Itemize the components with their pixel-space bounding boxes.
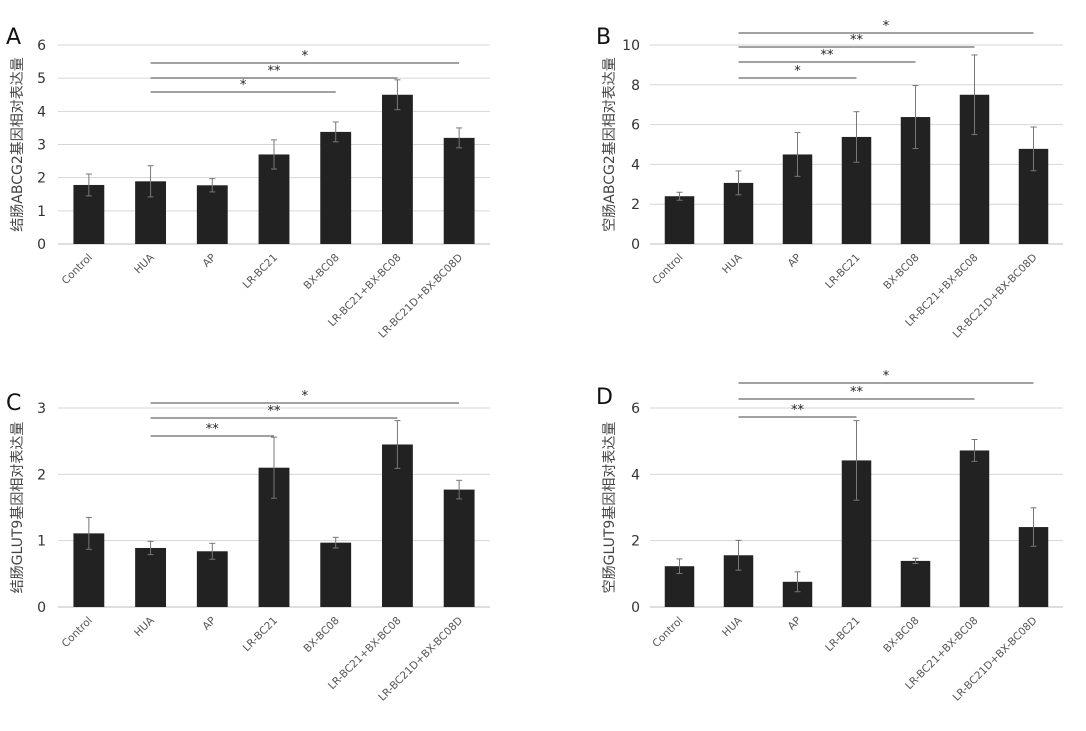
- y-tick-label: 1: [37, 204, 46, 220]
- bar: [196, 551, 228, 607]
- panel-letter: C: [6, 391, 21, 416]
- panel-letter: D: [596, 385, 613, 410]
- y-tick-label: 4: [631, 157, 640, 173]
- y-axis-label: 结肠GLUT9基因相对表达量: [9, 422, 26, 594]
- x-tick-label: AP: [786, 615, 804, 633]
- x-tick-label: AP: [786, 252, 804, 270]
- y-tick-label: 2: [37, 467, 46, 483]
- y-tick-label: 5: [37, 71, 46, 87]
- y-tick-label: 0: [37, 237, 46, 253]
- y-tick-label: 8: [631, 78, 640, 94]
- x-tick-label: BX-BC08: [881, 252, 921, 292]
- y-tick-label: 6: [631, 118, 640, 134]
- y-tick-label: 4: [37, 104, 46, 120]
- chart-panel-c: C 0 1 2 3 结肠GLUT9基因相对表达量 Control HUA AP LR-BC21 BX…: [6, 389, 490, 704]
- y-tick-label: 3: [37, 401, 46, 417]
- x-tick-label: HUA: [720, 251, 745, 276]
- significance-label: **: [206, 422, 220, 437]
- x-tick-label: BX-BC08: [302, 252, 342, 292]
- bar: [443, 489, 475, 607]
- x-tick-label: BX-BC08: [881, 615, 921, 655]
- panel-letter: B: [596, 25, 611, 50]
- y-tick-label: 6: [37, 38, 46, 54]
- chart-panel-d: D 0 2 4 6 空肠GLUT9基因相对表达量 Control HUA AP LR-BC21 BX…: [596, 369, 1063, 704]
- bar: [320, 131, 352, 244]
- x-tick-label: LR-BC21: [823, 615, 862, 654]
- y-axis-label: 空肠GLUT9基因相对表达量: [601, 422, 618, 594]
- significance-label: **: [268, 64, 282, 79]
- bar: [443, 137, 475, 244]
- significance-label: *: [883, 369, 890, 384]
- x-tick-label: HUA: [132, 614, 157, 639]
- x-tick-label: AP: [200, 252, 218, 270]
- y-tick-label: 2: [37, 171, 46, 187]
- y-tick-label: 3: [37, 138, 46, 154]
- y-tick-label: 10: [622, 38, 640, 54]
- significance-label: *: [883, 19, 890, 34]
- x-tick-label: HUA: [132, 251, 157, 276]
- x-tick-label: LR-BC21: [241, 252, 280, 291]
- y-tick-label: 0: [37, 600, 46, 616]
- y-tick-label: 4: [631, 467, 640, 483]
- y-tick-label: 0: [631, 600, 640, 616]
- significance-label: **: [268, 404, 282, 419]
- x-tick-label: LR-BC21: [823, 252, 862, 291]
- significance-label: **: [791, 403, 805, 418]
- significance-label: *: [302, 49, 309, 64]
- x-tick-label: Control: [60, 615, 95, 650]
- y-tick-label: 6: [631, 401, 640, 417]
- bar: [382, 444, 413, 607]
- y-tick-label: 0: [631, 237, 640, 253]
- y-axis-label: 结肠ABCG2基因相对表达量: [9, 57, 26, 231]
- bar: [196, 185, 228, 244]
- significance-label: **: [850, 385, 864, 400]
- x-tick-label: AP: [200, 615, 218, 633]
- bar: [382, 94, 413, 244]
- bar: [900, 560, 931, 607]
- x-tick-label: Control: [60, 252, 95, 287]
- x-tick-label: LR-BC21: [241, 615, 280, 654]
- bar: [664, 196, 695, 244]
- y-tick-label: 1: [37, 534, 46, 550]
- significance-label: *: [302, 389, 309, 404]
- significance-label: *: [240, 78, 247, 93]
- y-tick-label: 2: [631, 534, 640, 550]
- panel-letter: A: [6, 25, 21, 50]
- x-tick-label: HUA: [720, 614, 745, 639]
- significance-label: *: [794, 64, 801, 79]
- y-axis-label: 空肠ABCG2基因相对表达量: [601, 57, 618, 231]
- bar: [959, 450, 990, 607]
- significance-label: **: [850, 33, 864, 48]
- bar: [135, 547, 166, 607]
- x-tick-label: Control: [650, 615, 685, 650]
- x-tick-label: BX-BC08: [302, 615, 342, 655]
- y-tick-label: 2: [631, 197, 640, 213]
- bar: [320, 542, 352, 607]
- x-tick-label: Control: [650, 252, 685, 287]
- significance-label: **: [821, 48, 835, 63]
- chart-panel-a: A 0 1 2 3 4 5 6 结肠ABCG2基因相对表达量 Control HUA AP LR-BC2…: [6, 25, 490, 341]
